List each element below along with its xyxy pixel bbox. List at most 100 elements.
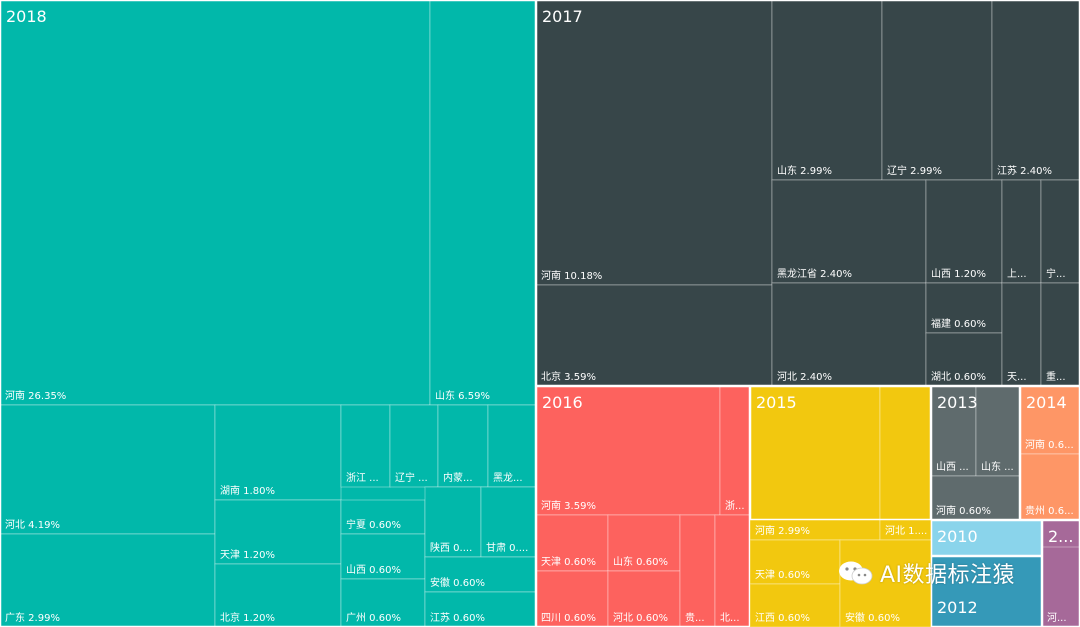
treemap-cell[interactable] xyxy=(480,486,537,558)
group-label: 2010 xyxy=(937,527,978,546)
treemap-cell[interactable] xyxy=(340,533,426,580)
cell-label: 浙江 ... xyxy=(346,472,379,484)
treemap-cell[interactable] xyxy=(881,0,993,181)
cell-label: 山西 1.20% xyxy=(931,268,986,280)
group-label: 2... xyxy=(1048,527,1073,546)
cell-label: 北京 1.20% xyxy=(220,611,275,624)
treemap-cell[interactable] xyxy=(424,556,537,593)
cell-label: 河北 1.... xyxy=(885,525,927,537)
treemap-group-2015: 河南 2.99% 河北 1.... 天津 0.60% 江西 0.60% 安徽 0.60%… xyxy=(749,385,932,627)
treemap-cell[interactable] xyxy=(749,583,841,627)
cell-label: 宁夏 0.60% xyxy=(346,518,401,531)
cell-label: 河南 0.6... xyxy=(1025,438,1074,451)
treemap-cell[interactable] xyxy=(925,332,1003,387)
treemap-cell[interactable] xyxy=(1001,179,1042,284)
treemap-cell[interactable] xyxy=(424,486,482,558)
treemap-cell[interactable] xyxy=(424,591,537,627)
cell-label: 北... xyxy=(720,612,740,624)
treemap-group-2017: 河南 10.18% 北京 3.59% 山东 2.99% 辽宁 2.99% 江苏 2.40… xyxy=(535,0,1080,387)
group-border xyxy=(930,519,1043,557)
cell-label: 上... xyxy=(1007,268,1027,280)
cell-label: 黑龙江省 2.40% xyxy=(777,267,852,280)
treemap-cell[interactable] xyxy=(340,404,391,488)
treemap-cell[interactable] xyxy=(607,570,681,627)
cell-label: 河南 3.59% xyxy=(541,499,596,512)
cell-label: 河南 2.99% xyxy=(755,524,810,537)
treemap-cell[interactable] xyxy=(0,0,431,406)
cell-label: 安徽 0.60% xyxy=(845,611,900,624)
treemap-group-2012: 2012 xyxy=(930,555,1043,627)
treemap-cell[interactable] xyxy=(991,0,1080,181)
cell-label: 河南 26.35% xyxy=(5,389,66,402)
cell-label: 甘肃 0.... xyxy=(486,541,528,554)
treemap-cell[interactable] xyxy=(771,282,927,387)
treemap-cell[interactable] xyxy=(879,385,932,541)
group-label: 2015 xyxy=(756,393,797,412)
group-border xyxy=(749,385,932,521)
cell-label: 浙... xyxy=(725,500,745,512)
treemap-cell[interactable] xyxy=(839,539,932,627)
cell-label: 广东 2.99% xyxy=(5,611,60,624)
cell-label: 贵州 0.6... xyxy=(1025,504,1074,517)
treemap-cell[interactable] xyxy=(607,514,681,572)
treemap-cell[interactable] xyxy=(214,563,342,627)
cell-label: 河南 0.60% xyxy=(936,504,991,517)
treemap-cell[interactable] xyxy=(340,578,426,627)
group-label: 2017 xyxy=(542,7,583,26)
treemap-cell[interactable] xyxy=(749,385,881,541)
cell-label: 辽宁 2.99% xyxy=(887,164,942,177)
group-border xyxy=(930,385,1021,521)
cell-label: 内蒙... xyxy=(443,471,473,484)
treemap-cell[interactable] xyxy=(1001,282,1042,387)
treemap-cell[interactable] xyxy=(749,539,841,585)
cell-label: 江苏 2.40% xyxy=(997,164,1052,177)
treemap-cell[interactable] xyxy=(925,282,1003,334)
cell-label: 山东 ... xyxy=(981,460,1014,473)
treemap-cell[interactable] xyxy=(771,0,883,181)
treemap-cell[interactable] xyxy=(1040,282,1080,387)
cell-label: 天津 0.60% xyxy=(755,569,810,581)
treemap-cell[interactable] xyxy=(214,499,342,565)
treemap-cell[interactable] xyxy=(535,385,721,516)
cell-label: 贵... xyxy=(685,611,705,624)
cell-label: 河北 0.60% xyxy=(613,612,668,624)
cell-label: 山西 ... xyxy=(936,461,969,473)
group-block[interactable] xyxy=(931,520,1042,556)
group-block[interactable] xyxy=(931,556,1042,627)
treemap-cell[interactable] xyxy=(1019,385,1080,455)
treemap-cell[interactable] xyxy=(0,533,216,627)
treemap-cell[interactable] xyxy=(389,404,439,488)
treemap-cell[interactable] xyxy=(535,570,609,627)
wechat-icon xyxy=(839,561,873,585)
treemap-cell[interactable] xyxy=(429,0,537,406)
cell-label: 天津 1.20% xyxy=(220,549,275,561)
cell-label: 山东 0.60% xyxy=(613,555,668,568)
cell-label: 安徽 0.60% xyxy=(430,576,485,589)
cell-label: 辽宁 ... xyxy=(395,471,428,484)
treemap-cell[interactable] xyxy=(719,385,751,516)
treemap-cell[interactable] xyxy=(925,179,1003,284)
cell-label: 山东 6.59% xyxy=(435,389,490,402)
cell-label: 湖南 1.80% xyxy=(220,484,275,497)
treemap-cell[interactable] xyxy=(535,514,609,572)
group-label: 2013 xyxy=(937,393,978,412)
cell-label: 河北 4.19% xyxy=(5,519,60,531)
treemap-cell[interactable] xyxy=(0,404,216,535)
cell-label: 黑龙... xyxy=(493,471,523,484)
treemap-cell[interactable] xyxy=(535,284,773,387)
treemap-group-2016: 河南 3.59% 浙... 天津 0.60% 山东 0.60% 四川 0.60% 河北 0… xyxy=(535,385,751,627)
cell-label: 山西 0.60% xyxy=(346,564,401,576)
treemap-cell[interactable] xyxy=(1040,179,1080,284)
cell-label: 河北 2.40% xyxy=(777,371,832,383)
cell-label: 福建 0.60% xyxy=(931,317,986,330)
cell-label: 陕西 0.... xyxy=(430,541,472,554)
cell-label: 广州 0.60% xyxy=(346,612,401,624)
treemap-cell[interactable] xyxy=(487,404,537,488)
cell-label: 北京 3.59% xyxy=(541,370,596,383)
treemap-cell[interactable] xyxy=(679,514,716,627)
treemap-cell[interactable] xyxy=(535,0,773,286)
cell-label: 江西 0.60% xyxy=(755,612,810,624)
treemap-cell[interactable] xyxy=(714,514,751,627)
treemap-cell[interactable] xyxy=(771,179,927,284)
cell-label: 河... xyxy=(1047,612,1067,624)
